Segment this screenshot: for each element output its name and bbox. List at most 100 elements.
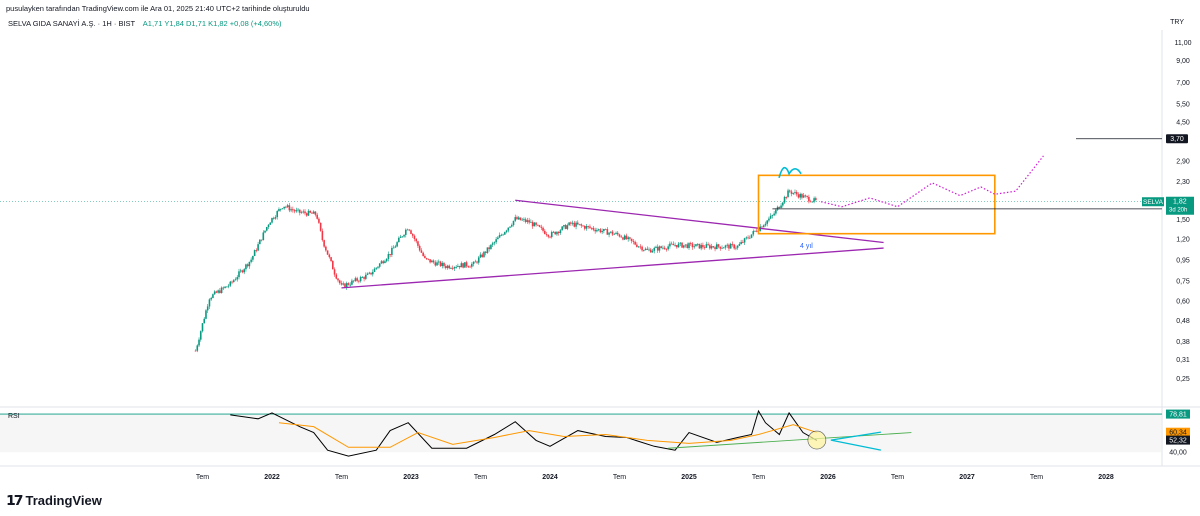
rsi-label: RSI [8,413,20,420]
candle-body [226,286,228,288]
tradingview-logo[interactable]: 𝟭𝟳 TradingView [6,492,102,509]
candle-body [271,217,273,223]
candle-body [794,192,796,193]
candle-body [439,261,442,267]
candle-body [418,245,421,251]
candle-body [394,246,397,248]
candle-body [432,260,435,263]
time-tick-label: Tem [196,474,209,481]
candle-body [627,237,629,240]
candle-body [462,263,464,268]
candle-body [575,222,577,227]
candle-body [295,210,298,212]
price-tick-label: 7,00 [1176,80,1190,87]
candle-body [373,268,376,272]
candle-body [552,231,555,233]
candle-body [354,278,357,281]
candle-body [570,222,572,224]
candle-body [330,257,332,262]
candle-body [733,244,735,249]
candle-body [371,271,374,275]
candle-body [318,218,320,223]
candle-body [245,264,247,270]
candle-body [676,245,678,248]
last-price-symbol-bg [1142,197,1164,207]
candle-body [220,287,223,293]
tradingview-logo-text: TradingView [25,493,102,508]
candle-body [610,231,612,233]
currency-label: TRY [1170,19,1184,26]
candle-body [636,244,638,247]
candle-body [290,209,292,211]
candle-body [441,262,444,267]
price-tick-label: 0,60 [1176,298,1190,305]
candle-body [241,270,244,273]
candle-body [788,190,791,192]
candle-body [714,247,716,250]
candle-body [622,237,624,240]
candle-body [703,247,706,249]
candle-body [384,261,386,264]
price-tick-label: 2,90 [1176,158,1190,165]
candle-body [406,229,409,231]
candle-body [451,268,454,269]
price-axis[interactable]: 11,00 9,00 7,00 5,50 4,50 2,90 2,30 1,50 1,20 0,9… [1142,40,1194,383]
candle-body [684,244,687,246]
candle-body [667,246,669,250]
candle-body [710,246,713,249]
candle-body [542,227,544,231]
time-tick-label: Tem [613,474,626,481]
candle-body [672,243,675,246]
candle-body [799,194,801,198]
candle-body [804,195,807,197]
candle-body [229,281,232,286]
chart-credit: pusulayken tarafından TradingView.com il… [6,4,310,13]
candle-body [387,254,390,259]
candle-body [460,263,463,268]
candle-body [399,236,402,238]
chart-drawings[interactable]: 4 yıl [341,138,1163,289]
time-tick-label: 2026 [820,474,836,481]
time-tick-label: Tem [891,474,904,481]
candle-body [623,235,626,240]
candle-body [471,264,473,267]
candle-body [328,254,331,258]
candle-body [587,226,590,227]
candle-body [735,247,737,249]
candle-body [502,234,504,236]
candle-body [342,283,345,285]
candle-body [483,251,485,257]
candle-body [764,223,767,226]
candle-body [639,246,642,248]
candle-body [809,201,812,203]
time-axis[interactable]: Tem 2022 Tem 2023 Tem 2024 Tem 2025 Tem 2026 Tem 20… [196,474,1114,481]
last-price-bg [1166,196,1194,215]
candle-body [524,219,527,222]
candle-body [385,258,388,262]
candle-body [669,243,671,247]
candle-body [571,222,574,224]
symbol-name[interactable]: SELVA GIDA SANAYİ A.Ş. · 1H · BIST [8,19,135,28]
time-tick-label: 2024 [542,474,558,481]
candle-body [493,242,496,244]
candle-body [712,246,715,248]
candle-body [648,249,650,251]
symbol-info: SELVA GIDA SANAYİ A.Ş. · 1H · BIST A1,71… [8,19,281,28]
rsi-level-40: 40,00 [1169,450,1187,457]
price-tick-label: 9,00 [1176,58,1190,65]
candle-body [537,224,539,226]
candle-body [550,232,553,238]
range-box [757,174,996,235]
candle-body [653,247,656,251]
candle-body [660,246,662,248]
rsi-highlight-circle [807,430,827,450]
candle-body [307,210,310,216]
candle-body [377,266,379,268]
candle-body [681,242,683,248]
candle-body [564,225,567,229]
ohlc-values: A1,71 Y1,84 D1,71 K1,82 +0,08 (+4,60%) [142,19,282,28]
candle-body [566,225,569,229]
candle-body [517,217,520,220]
